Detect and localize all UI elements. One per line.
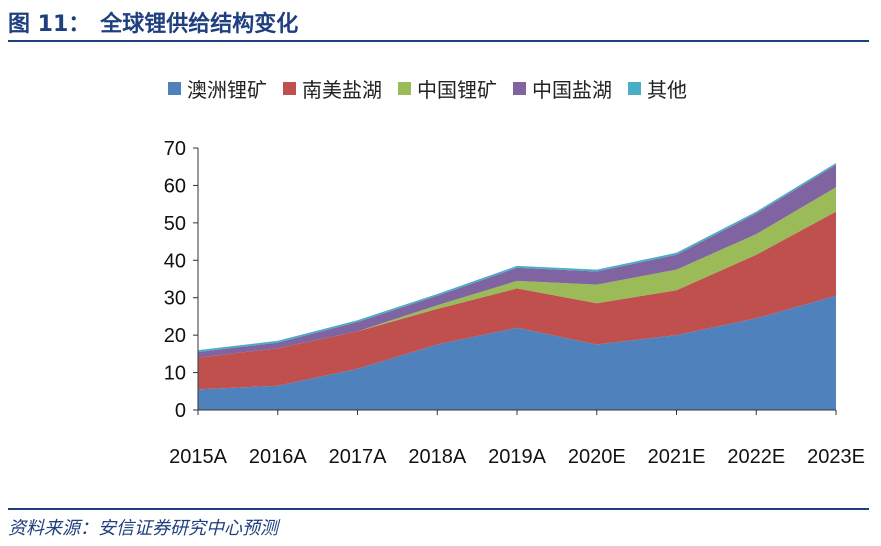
footer-divider [8, 508, 869, 510]
y-tick-label: 40 [164, 250, 186, 272]
x-tick-label: 2021E [648, 446, 706, 468]
x-tick-label: 2022E [727, 446, 785, 468]
y-tick-label: 60 [164, 175, 186, 197]
legend-label: 中国锂矿 [417, 78, 497, 102]
chart-legend: 澳洲锂矿 南美盐湖 中国锂矿 中国盐湖 其他 [168, 74, 687, 103]
y-tick-label: 20 [164, 325, 186, 347]
figure-header: 图 11： 全球锂供给结构变化 [8, 4, 869, 42]
x-tick-label: 2018A [408, 446, 466, 468]
legend-item: 其他 [628, 74, 687, 103]
area-series-2 [198, 211, 836, 390]
y-tick-label: 70 [164, 138, 186, 160]
legend-swatch [398, 82, 411, 95]
y-tick-label: 10 [164, 363, 186, 385]
legend-item: 中国锂矿 [398, 74, 497, 103]
y-tick-label: 0 [175, 400, 186, 422]
legend-swatch [283, 82, 296, 95]
stacked-area-chart: 0 10 20 30 40 50 60 70 2015A 2016A 2017A 2018A 2019A… [164, 138, 865, 468]
figure-number: 图 11： [8, 12, 91, 37]
figure-title: 全球锂供给结构变化 [100, 12, 299, 37]
legend-label: 南美盐湖 [302, 78, 382, 102]
y-tick-label: 30 [164, 288, 186, 310]
legend-swatch [513, 82, 526, 95]
x-tick-label: 2016A [249, 446, 307, 468]
source-note: 资料来源：安信证券研究中心预测 [8, 518, 278, 539]
legend-label: 中国盐湖 [532, 78, 612, 102]
legend-item: 南美盐湖 [283, 74, 382, 103]
legend-label: 澳洲锂矿 [187, 78, 267, 102]
x-tick-label: 2015A [169, 446, 227, 468]
y-tick-label: 50 [164, 213, 186, 235]
legend-label: 其他 [647, 78, 687, 102]
area-series-1 [198, 295, 836, 410]
area-series-3 [198, 187, 836, 358]
legend-item: 澳洲锂矿 [168, 74, 267, 103]
x-tick-label: 2019A [488, 446, 546, 468]
legend-swatch [168, 82, 181, 95]
x-tick-label: 2023E [807, 446, 865, 468]
x-tick-label: 2020E [568, 446, 626, 468]
x-tick-label: 2017A [329, 446, 387, 468]
legend-item: 中国盐湖 [513, 74, 612, 103]
legend-swatch [628, 82, 641, 95]
